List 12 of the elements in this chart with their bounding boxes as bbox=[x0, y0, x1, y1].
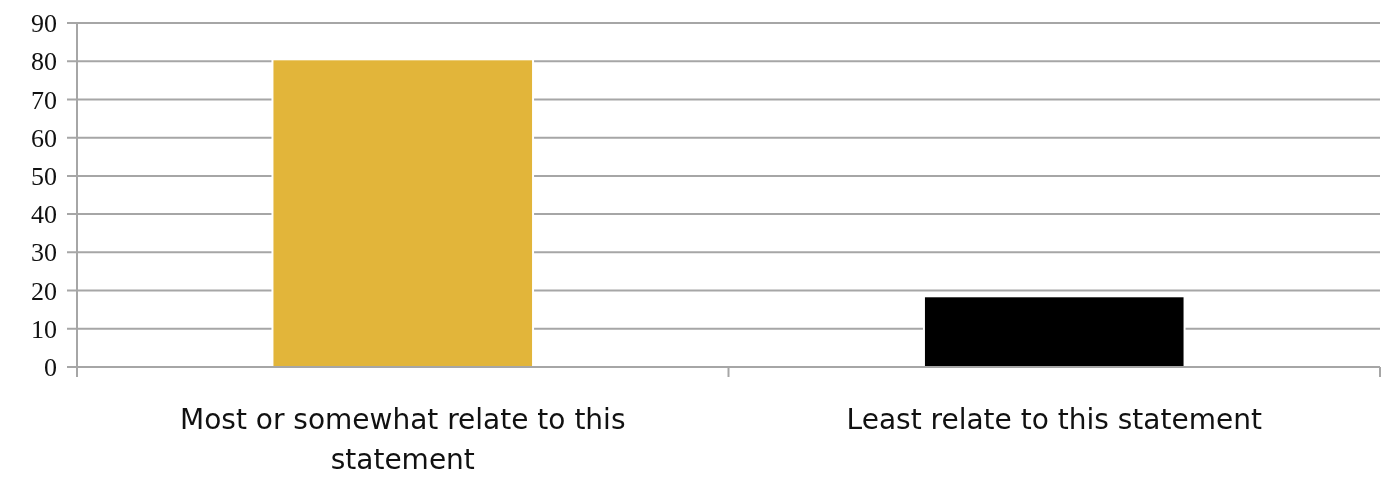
y-tick-label: 30 bbox=[31, 238, 57, 268]
y-tick-label: 50 bbox=[31, 161, 57, 191]
y-tick-label: 40 bbox=[31, 200, 57, 230]
y-tick-label: 0 bbox=[44, 353, 57, 383]
y-tick-label: 60 bbox=[31, 123, 57, 153]
x-tick-label: Most or somewhat relate to this statement bbox=[180, 403, 626, 476]
y-tick-label: 90 bbox=[31, 9, 57, 39]
x-tick-label: Least relate to this statement bbox=[846, 403, 1262, 436]
y-tick-label: 10 bbox=[31, 314, 57, 344]
y-tick-label: 80 bbox=[31, 47, 57, 77]
y-tick-label: 70 bbox=[31, 85, 57, 115]
y-tick-label: 20 bbox=[31, 276, 57, 306]
